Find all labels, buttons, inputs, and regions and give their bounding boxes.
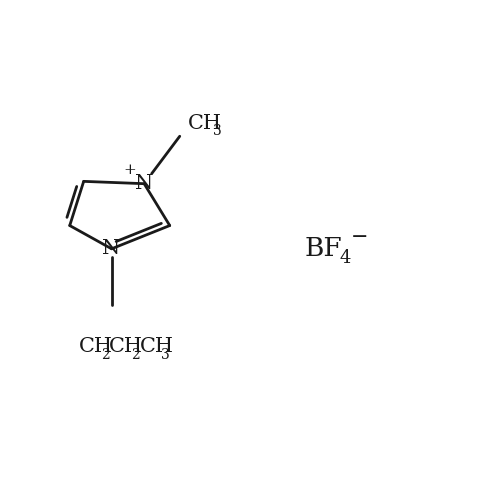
Text: 2: 2 [131, 348, 140, 362]
Text: 3: 3 [213, 124, 221, 138]
Text: CH: CH [79, 337, 113, 356]
Text: CH: CH [109, 337, 143, 356]
Text: CH: CH [139, 337, 173, 356]
Text: BF: BF [305, 236, 342, 262]
Text: 4: 4 [340, 249, 351, 267]
Text: N: N [103, 240, 121, 258]
Text: 2: 2 [101, 348, 110, 362]
Text: 3: 3 [161, 348, 170, 362]
Text: −: − [351, 228, 369, 247]
Text: +: + [124, 163, 137, 177]
Text: CH: CH [188, 114, 222, 133]
Text: N: N [135, 174, 153, 193]
